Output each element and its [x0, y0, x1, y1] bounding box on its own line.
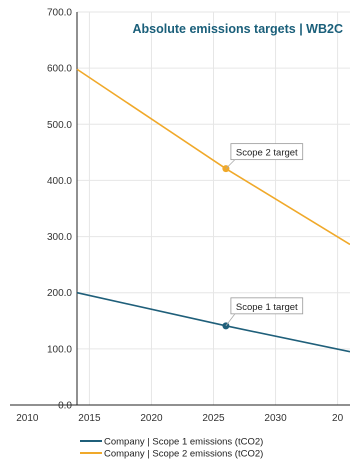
x-tick-label: 2030 — [264, 413, 287, 424]
annotation-connector — [225, 313, 236, 327]
y-tick-label: 100.0 — [47, 344, 72, 355]
x-tick-label: 20 — [332, 413, 344, 424]
y-tick-label: 400.0 — [47, 176, 72, 187]
axes: 0.0 100.0 200.0 300.0 400.0 500.0 600.0 700.0 20… — [10, 8, 350, 424]
annotation-label: Scope 1 target — [236, 302, 298, 313]
x-tick-label: 2020 — [140, 413, 163, 424]
chart-title: Absolute emissions targets | WB2C — [133, 22, 344, 36]
legend-label: Company | Scope 1 emissions (tCO2) — [104, 437, 263, 448]
grid — [77, 11, 350, 405]
x-tick-label: 2025 — [202, 413, 225, 424]
y-tick-label: 600.0 — [47, 64, 72, 75]
y-tick-label: 500.0 — [47, 120, 72, 131]
annotation-box — [230, 143, 304, 161]
y-tick-label: 0.0 — [58, 401, 72, 412]
annotation-box — [230, 297, 304, 315]
y-tick-label: 300.0 — [47, 232, 72, 243]
annotations: Scope 1 target Scope 2 target — [225, 143, 304, 327]
x-tick-label: 2010 — [16, 413, 39, 424]
annotation-connector — [225, 159, 236, 169]
annotation-label: Scope 2 target — [236, 148, 298, 159]
x-tick-label: 2015 — [78, 413, 101, 424]
y-tick-label: 200.0 — [47, 288, 72, 299]
y-tick-label: 700.0 — [47, 8, 72, 19]
legend: Company | Scope 1 emissions (tCO2)Compan… — [80, 437, 263, 460]
legend-label: Company | Scope 2 emissions (tCO2) — [104, 449, 263, 460]
